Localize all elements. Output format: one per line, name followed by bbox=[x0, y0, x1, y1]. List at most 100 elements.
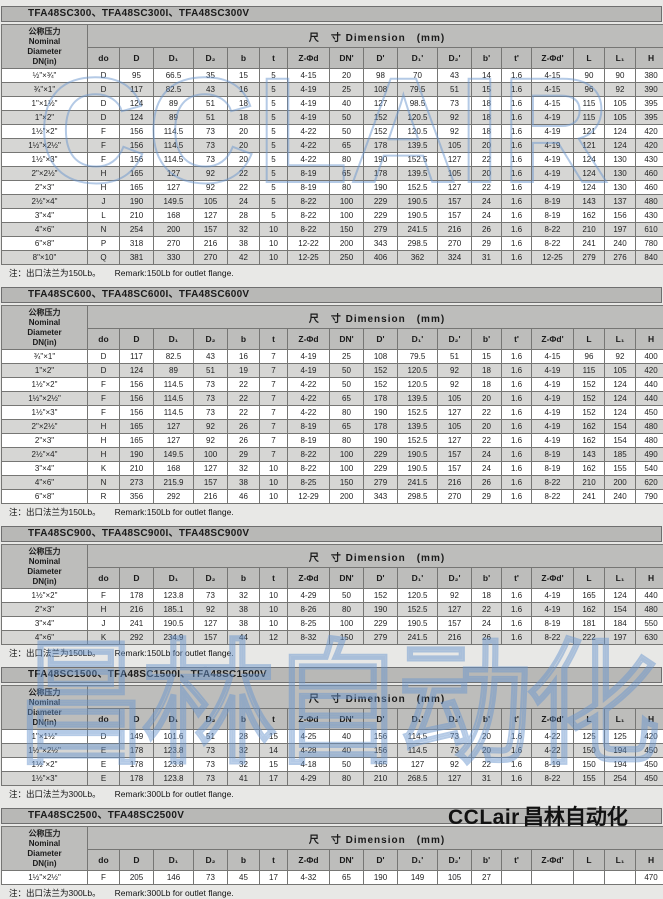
value-cell: 268.5 bbox=[398, 772, 438, 786]
column-header: H bbox=[636, 329, 663, 350]
value-cell: 480 bbox=[636, 420, 663, 434]
column-header: b bbox=[228, 48, 260, 69]
value-cell: 20 bbox=[472, 139, 502, 153]
value-cell: F bbox=[88, 153, 120, 167]
value-cell: 1.6 bbox=[502, 69, 532, 83]
value-cell: 330 bbox=[154, 251, 194, 265]
value-cell: 1.6 bbox=[502, 392, 532, 406]
value-cell: 24 bbox=[472, 195, 502, 209]
value-cell: 7 bbox=[260, 350, 288, 364]
value-cell: 4-22 bbox=[288, 125, 330, 139]
note-cn: 注：出口法兰为150Lb。 bbox=[9, 648, 101, 658]
value-cell: 190 bbox=[364, 406, 398, 420]
column-header: b' bbox=[472, 568, 502, 589]
value-cell: 279 bbox=[574, 251, 605, 265]
value-cell: 343 bbox=[364, 237, 398, 251]
value-cell: 114.5 bbox=[398, 744, 438, 758]
value-cell: 127 bbox=[154, 181, 194, 195]
value-cell: 26 bbox=[472, 631, 502, 645]
value-cell: 12-22 bbox=[288, 237, 330, 251]
value-cell: 8-26 bbox=[288, 603, 330, 617]
value-cell: 1.6 bbox=[502, 223, 532, 237]
column-header: t' bbox=[502, 709, 532, 730]
value-cell: 10 bbox=[260, 589, 288, 603]
value-cell: F bbox=[88, 378, 120, 392]
value-cell: 120.5 bbox=[398, 111, 438, 125]
value-cell: 4-19 bbox=[532, 111, 574, 125]
value-cell: 80 bbox=[330, 434, 364, 448]
value-cell: H bbox=[88, 167, 120, 181]
value-cell: 18 bbox=[472, 111, 502, 125]
value-cell: 216 bbox=[120, 603, 154, 617]
value-cell: 540 bbox=[636, 462, 663, 476]
value-cell: 92 bbox=[194, 181, 228, 195]
value-cell: 22 bbox=[472, 181, 502, 195]
value-cell: 143 bbox=[574, 195, 605, 209]
column-header: t' bbox=[502, 48, 532, 69]
value-cell: 190 bbox=[120, 448, 154, 462]
value-cell: 318 bbox=[120, 237, 154, 251]
column-header: do bbox=[88, 48, 120, 69]
value-cell: 241.5 bbox=[398, 631, 438, 645]
column-header: do bbox=[88, 568, 120, 589]
value-cell: 20 bbox=[228, 139, 260, 153]
value-cell: 5 bbox=[260, 111, 288, 125]
value-cell: 8-19 bbox=[532, 209, 574, 223]
column-header: L₁ bbox=[605, 709, 636, 730]
value-cell: 66.5 bbox=[154, 69, 194, 83]
value-cell: 90 bbox=[574, 69, 605, 83]
value-cell: 22 bbox=[228, 392, 260, 406]
value-cell: 127 bbox=[154, 167, 194, 181]
value-cell: 73 bbox=[438, 744, 472, 758]
column-header: D₁' bbox=[398, 850, 438, 871]
value-cell: 127 bbox=[154, 434, 194, 448]
value-cell: 292 bbox=[120, 631, 154, 645]
value-cell: 7 bbox=[260, 434, 288, 448]
column-header: b bbox=[228, 329, 260, 350]
size-label-cell: 2"×2½" bbox=[2, 167, 88, 181]
dimension-header: 尺 寸 Dimension (mm) bbox=[88, 686, 663, 709]
value-cell: 4-19 bbox=[532, 392, 574, 406]
value-cell: 41 bbox=[228, 772, 260, 786]
column-header: D bbox=[120, 329, 154, 350]
note-en: Remark:300Lb for outlet flange. bbox=[115, 888, 234, 898]
value-cell: 139.5 bbox=[398, 420, 438, 434]
value-cell: 32 bbox=[228, 744, 260, 758]
value-cell: 390 bbox=[636, 83, 663, 97]
value-cell: 29 bbox=[472, 490, 502, 504]
value-cell: 216 bbox=[438, 631, 472, 645]
value-cell: 100 bbox=[330, 195, 364, 209]
value-cell: 20 bbox=[228, 153, 260, 167]
value-cell: 22 bbox=[228, 406, 260, 420]
value-cell: 234.9 bbox=[154, 631, 194, 645]
value-cell: 154 bbox=[605, 603, 636, 617]
value-cell: 165 bbox=[574, 589, 605, 603]
value-cell: 127 bbox=[438, 406, 472, 420]
value-cell: 10 bbox=[260, 251, 288, 265]
table-note: 注：出口法兰为300Lb。Remark:300Lb for outlet fla… bbox=[1, 885, 662, 899]
column-header: L₁ bbox=[605, 850, 636, 871]
value-cell: 120.5 bbox=[398, 364, 438, 378]
value-cell: 279 bbox=[364, 631, 398, 645]
value-cell: 43 bbox=[438, 69, 472, 83]
value-cell: 210 bbox=[574, 223, 605, 237]
value-cell: 324 bbox=[438, 251, 472, 265]
value-cell: 152.5 bbox=[398, 603, 438, 617]
value-cell: 156 bbox=[605, 209, 636, 223]
value-cell: 20 bbox=[472, 392, 502, 406]
column-header: DN' bbox=[330, 329, 364, 350]
value-cell: 73 bbox=[194, 871, 228, 885]
value-cell: 82.5 bbox=[154, 83, 194, 97]
value-cell: 1.6 bbox=[502, 744, 532, 758]
value-cell: 150 bbox=[330, 631, 364, 645]
value-cell: 406 bbox=[364, 251, 398, 265]
value-cell: 124 bbox=[574, 181, 605, 195]
value-cell: 8-22 bbox=[532, 490, 574, 504]
